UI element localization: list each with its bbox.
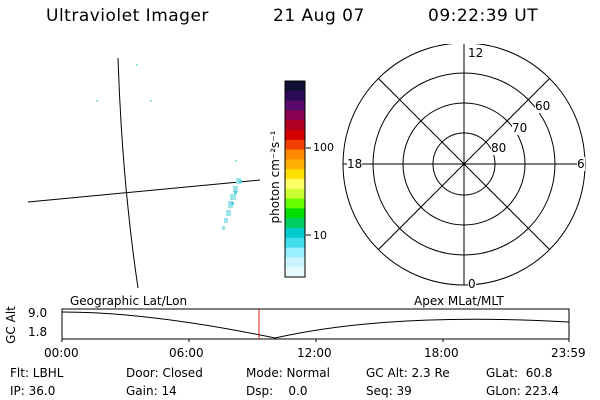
timeline-x-tick-2: 12:00 <box>297 346 332 360</box>
dsp-value: Dsp: 0.0 <box>246 384 308 398</box>
mlat-label-70: 70 <box>512 121 528 135</box>
colorbar-frame <box>284 80 306 278</box>
colorbar-segment <box>285 188 305 200</box>
colorbar-segment <box>285 179 305 190</box>
colorbar-segment <box>285 120 305 131</box>
colorbar-tick-10: 10 <box>313 229 327 242</box>
colorbar-segment <box>285 257 305 268</box>
timeline-x-tick-1: 06:00 <box>169 346 204 360</box>
mlt-label-12: 12 <box>468 46 484 60</box>
colorbar-segment <box>285 110 305 121</box>
time-label: 09:22:39 UT <box>428 6 539 26</box>
colorbar-segment <box>285 81 305 92</box>
mlt-label-6: 6 <box>577 157 585 171</box>
glon-value: GLon: 223.4 <box>486 384 559 398</box>
colorbar-segment <box>285 228 305 239</box>
colorbar-segment <box>285 237 305 249</box>
mlt-label-18: 18 <box>347 157 363 171</box>
colorbar-segment <box>285 130 305 141</box>
timeline-x-tick-0: 00:00 <box>44 346 79 360</box>
colorbar-segment <box>285 149 305 160</box>
colorbar-segment <box>285 90 305 102</box>
glat-value: GLat: 60.8 <box>486 366 553 380</box>
colorbar-segment <box>285 267 305 278</box>
mlt-label-0: 0 <box>468 277 476 291</box>
colorbar-unit-label: photon cm⁻²s⁻¹ <box>268 130 282 224</box>
colorbar-segment <box>285 100 305 111</box>
timeline-x-tick-3: 18:00 <box>424 346 459 360</box>
colorbar-segment <box>285 198 305 209</box>
colorbar-segment <box>285 218 305 229</box>
timeline-y-tick-high: 9.0 <box>28 306 48 320</box>
filter-value: Flt: LBHL <box>10 366 64 380</box>
timeline-y-label: GC Alt <box>3 306 18 344</box>
latitude-line <box>27 179 261 203</box>
altitude-curve <box>61 311 570 339</box>
timeline-left-caption: Geographic Lat/Lon <box>70 294 188 308</box>
mlat-label-80: 80 <box>491 141 507 155</box>
geographic-image-panel <box>27 57 261 289</box>
mlat-label-60: 60 <box>535 99 551 113</box>
polar-diag-2 <box>377 77 551 251</box>
seq-value: Seq: 39 <box>366 384 412 398</box>
aurora-speckle <box>96 64 242 230</box>
colorbar-segment <box>285 247 305 258</box>
timeline-right-caption: Apex MLat/MLT <box>414 294 504 308</box>
longitude-line <box>117 57 139 289</box>
colorbar-segment <box>285 159 305 170</box>
mode-value: Mode: Normal <box>246 366 330 380</box>
timeline-x-tick-4: 23:59 <box>551 346 586 360</box>
date-label: 21 Aug 07 <box>273 6 365 26</box>
colorbar-segment <box>285 169 305 180</box>
gain-value: Gain: 14 <box>126 384 177 398</box>
timeline-y-tick-low: 1.8 <box>28 325 48 339</box>
color-bar-ticks <box>306 147 311 236</box>
color-bar <box>284 80 306 278</box>
colorbar-segment <box>285 208 305 219</box>
colorbar-tick-100: 100 <box>313 141 334 154</box>
ip-value: IP: 36.0 <box>10 384 56 398</box>
instrument-title: Ultraviolet Imager <box>46 6 209 26</box>
timeline-frame <box>61 308 570 340</box>
timeline-x-ticks <box>61 339 570 342</box>
polar-plot <box>342 44 586 286</box>
colorbar-segment <box>285 139 305 151</box>
gc-alt-value: GC Alt: 2.3 Re <box>366 366 450 380</box>
altitude-timeline <box>61 308 570 342</box>
door-value: Door: Closed <box>126 366 203 380</box>
